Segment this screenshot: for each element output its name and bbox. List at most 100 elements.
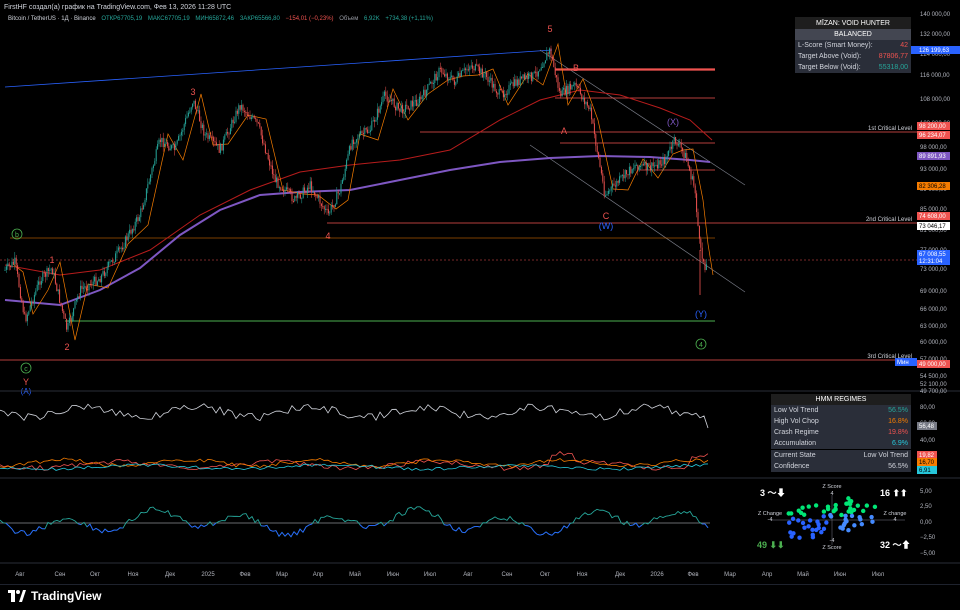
candle-body xyxy=(559,88,560,91)
candle-body xyxy=(115,253,116,262)
candle-body xyxy=(650,165,651,170)
zscore-negative-segment xyxy=(33,530,36,531)
candle-body xyxy=(6,266,7,270)
candle-body xyxy=(499,89,500,94)
candle-body xyxy=(562,90,563,97)
zscore-negative-segment xyxy=(195,526,198,529)
candle-body xyxy=(279,187,280,188)
candle-body xyxy=(630,167,631,174)
candle-body xyxy=(549,48,550,53)
zscore-negative-segment xyxy=(24,531,27,535)
candle-body xyxy=(184,124,185,130)
candle-body xyxy=(7,264,8,267)
candle-body xyxy=(481,69,482,73)
zscore-negative-segment xyxy=(36,527,39,531)
zscore-negative-segment xyxy=(453,530,456,531)
quadrant-point xyxy=(844,502,848,506)
wave-3-label: 3 xyxy=(190,87,195,97)
footer xyxy=(0,584,960,610)
zscore-negative-segment xyxy=(564,526,567,528)
candle-body xyxy=(457,76,458,82)
candle-body xyxy=(82,286,83,289)
candle-body xyxy=(257,119,258,122)
candle-body xyxy=(234,122,235,123)
candle-body xyxy=(590,108,591,109)
candle-body xyxy=(489,81,490,82)
candle-body xyxy=(227,132,228,134)
candle-body xyxy=(62,305,63,311)
candle-body xyxy=(532,73,533,81)
candle-body xyxy=(593,119,594,123)
quadrant-point xyxy=(800,505,804,509)
candle-body xyxy=(367,130,368,133)
candle-body xyxy=(189,112,190,113)
candle-body xyxy=(455,82,456,85)
candle-body xyxy=(349,146,350,154)
quad-top-label: Z Score xyxy=(822,484,841,490)
candle-body xyxy=(289,189,290,190)
candle-body xyxy=(539,70,540,71)
candle-body xyxy=(297,192,298,197)
candle-body xyxy=(430,82,431,84)
tradingview-logo[interactable]: TradingView xyxy=(8,589,101,603)
candle-body xyxy=(602,173,603,181)
quadrant-point xyxy=(849,510,853,514)
zscore-negative-segment xyxy=(375,524,378,525)
candle-body xyxy=(636,165,637,166)
candle-body xyxy=(546,53,547,61)
candle-body xyxy=(321,204,322,206)
candle-body xyxy=(12,262,13,267)
candle-body xyxy=(233,120,234,123)
quadrant-point xyxy=(797,535,801,539)
candle-body xyxy=(23,302,24,312)
candle-body xyxy=(285,190,286,192)
candle-body xyxy=(516,79,517,85)
candle-body xyxy=(40,281,41,284)
candle-body xyxy=(567,86,568,94)
candle-body xyxy=(660,160,661,164)
candle-body xyxy=(283,190,284,192)
candle-body xyxy=(493,84,494,88)
candle-body xyxy=(168,146,169,150)
wave-c-upper-label: C xyxy=(603,211,610,221)
candle-body xyxy=(427,84,428,90)
candle-body xyxy=(84,286,85,287)
candle-body xyxy=(621,176,622,177)
target-below-value: 55318,00 xyxy=(879,64,908,71)
candle-body xyxy=(45,273,46,277)
candle-body xyxy=(147,184,148,188)
candle-body xyxy=(145,200,146,205)
candle-body xyxy=(665,159,666,164)
candle-body xyxy=(311,181,312,192)
void-row-lscore: L-Score (Smart Money): 42 xyxy=(795,40,911,51)
zscore-quadrant: Z Score 4 Z Change -4 Z change 4 -4 Z Sc… xyxy=(757,484,911,551)
candle-body xyxy=(531,72,532,80)
candle-body xyxy=(79,296,80,297)
candle-body xyxy=(282,190,283,191)
candle-body xyxy=(275,175,276,182)
candle-body xyxy=(619,176,620,183)
candle-body xyxy=(195,101,196,109)
price-tick: 116 000,00 xyxy=(920,73,950,79)
candle-body xyxy=(273,174,274,175)
candle-body xyxy=(353,140,354,144)
quadrant-point xyxy=(819,530,823,534)
quadrant-point xyxy=(850,514,854,518)
quadrant-point xyxy=(799,511,803,515)
candle-body xyxy=(646,162,647,170)
candle-body xyxy=(397,103,398,111)
candle-body xyxy=(406,105,407,106)
candle-body xyxy=(139,217,140,221)
price-label-text: 74 608,00 xyxy=(919,214,946,220)
candle-body xyxy=(80,286,81,297)
zscore-pane xyxy=(0,507,710,537)
candle-body xyxy=(524,74,525,78)
candle-body xyxy=(380,106,381,113)
zscore-tick: −5,00 xyxy=(920,551,936,557)
candle-body xyxy=(444,74,445,76)
zscore-negative-segment xyxy=(549,534,552,535)
candle-body xyxy=(384,92,385,96)
